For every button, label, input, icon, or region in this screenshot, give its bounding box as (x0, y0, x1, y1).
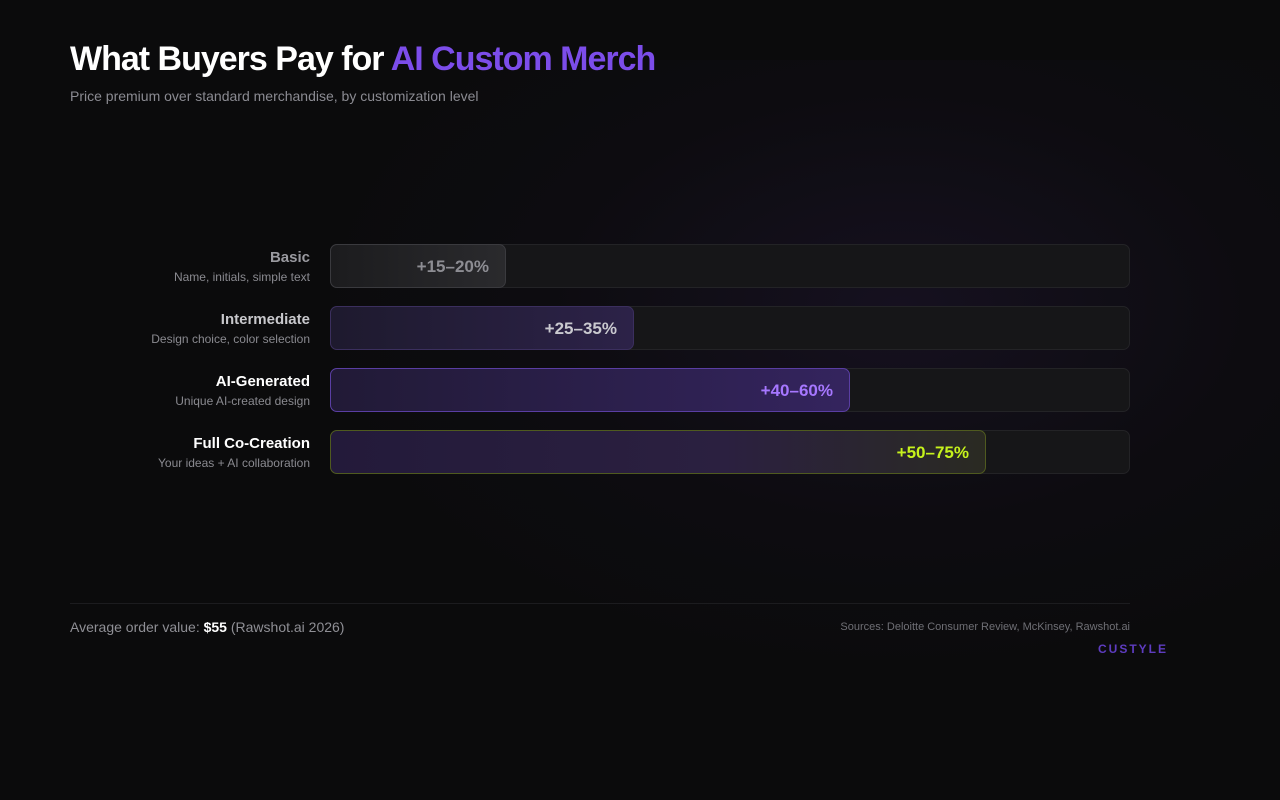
bar-track: +50–75% (330, 430, 1130, 474)
average-order-value: Average order value: $55 (Rawshot.ai 202… (70, 619, 344, 635)
category-name: Full Co-Creation (193, 435, 310, 452)
row-label-2: AI-Generated Unique AI-created design (10, 373, 310, 408)
page-subtitle: Price premium over standard merchandise,… (70, 88, 479, 104)
avg-label: Average order value: (70, 619, 204, 635)
avg-value: $55 (203, 619, 227, 635)
category-name: AI-Generated (215, 373, 310, 390)
bar-fill: +40–60% (330, 368, 850, 412)
category-description: Name, initials, simple text (173, 270, 310, 284)
row-label-0: Basic Name, initials, simple text (10, 249, 310, 284)
brand-logo: CUSTYLE (1097, 642, 1168, 656)
bar-track: +15–20% (330, 244, 1130, 288)
category-name: Intermediate (220, 311, 310, 328)
bar-value-label: +40–60% (760, 381, 833, 400)
category-description: Your ideas + AI collaboration (158, 456, 310, 470)
bar-track: +40–60% (330, 368, 1130, 412)
bar-value-label: +25–35% (544, 319, 617, 338)
category-description: Unique AI-created design (175, 394, 310, 408)
avg-source: (Rawshot.ai 2026) (226, 619, 345, 635)
title-main: What Buyers Pay for (70, 40, 391, 78)
bar-fill: +50–75% (330, 430, 986, 474)
page-title: What Buyers Pay for AI Custom Merch (70, 40, 657, 79)
bar-value-label: +50–75% (896, 443, 969, 462)
category-name: Basic (269, 249, 310, 266)
sources-note: Sources: Deloitte Consumer Review, McKin… (840, 621, 1130, 633)
footer-divider (70, 603, 1130, 604)
bar-fill: +15–20% (330, 244, 506, 288)
title-accent: AI Custom Merch (390, 40, 657, 78)
bar-value-label: +15–20% (416, 257, 489, 276)
category-description: Design choice, color selection (151, 332, 310, 346)
bar-fill: +25–35% (330, 306, 634, 350)
row-label-3: Full Co-Creation Your ideas + AI collabor… (10, 435, 310, 470)
row-label-1: Intermediate Design choice, color selecti… (10, 311, 310, 346)
bar-track: +25–35% (330, 306, 1130, 350)
